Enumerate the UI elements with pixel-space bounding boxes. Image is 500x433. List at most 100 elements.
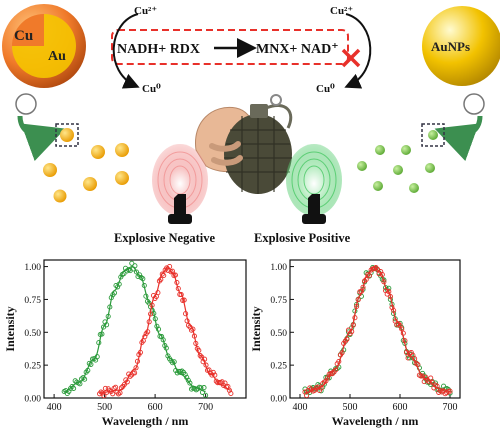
x-tick-label: 400 [293, 402, 308, 413]
x-tick-label: 600 [393, 402, 408, 413]
series-0 [61, 260, 209, 398]
data-point [447, 388, 453, 394]
data-point [71, 385, 77, 391]
red-finger-pointer-icon [174, 194, 186, 218]
data-point [201, 385, 207, 391]
data-point [210, 369, 216, 375]
data-point [110, 391, 116, 397]
left-zoom-dot-icon [60, 128, 74, 142]
data-point [80, 375, 86, 381]
y-tick-label: 0.50 [24, 329, 41, 339]
data-point [202, 356, 208, 362]
data-point [305, 387, 311, 394]
y-tick-label: 0.25 [270, 362, 287, 372]
data-point [140, 276, 146, 282]
left-zoom-box [55, 123, 79, 147]
right-copper-cycle-arrow [344, 13, 372, 89]
data-point [143, 293, 149, 299]
data-point [399, 326, 405, 332]
data-point [101, 393, 107, 399]
grenade-in-hand-icon [195, 94, 293, 194]
reaction-dashed-box [111, 29, 349, 65]
data-point [88, 361, 94, 367]
data-point [412, 356, 418, 362]
data-point [116, 281, 122, 287]
data-point [363, 276, 369, 283]
data-point [318, 385, 324, 391]
data-point [124, 379, 130, 385]
x-tick-label: 700 [198, 402, 213, 413]
x-tick-label: 700 [443, 402, 458, 413]
data-point [172, 272, 178, 278]
data-point [366, 272, 372, 279]
y-tick-label: 1.00 [270, 263, 287, 273]
chart-explosive-negative-spectra: 400 500 600 700 0.00 0.25 0.50 0.75 1.00 Waveleng… [3, 259, 247, 428]
data-point [152, 316, 158, 322]
data-point [193, 340, 199, 346]
data-point [198, 385, 204, 391]
x-tick-label: 400 [47, 402, 62, 413]
data-point [191, 333, 197, 339]
data-point [176, 368, 182, 374]
x-axis-label: Wavelength / nm [332, 414, 419, 428]
data-point [181, 297, 187, 303]
data-point [200, 359, 206, 365]
y-axis-label: Intensity [249, 306, 263, 351]
data-point [350, 322, 356, 328]
y-tick-label: 0.50 [270, 329, 287, 339]
data-point [121, 271, 127, 277]
right-zoom-dot-icon [428, 130, 438, 140]
right-sensor-unit [421, 93, 485, 162]
y-tick-label: 1.00 [24, 263, 41, 273]
aunps-sphere-icon [422, 6, 500, 86]
data-point [403, 349, 410, 355]
right-probe-bead-icon [463, 93, 485, 115]
data-point [344, 336, 350, 342]
data-point [405, 355, 411, 361]
data-point [142, 334, 148, 340]
data-point [117, 390, 123, 396]
green-dot-icon [393, 165, 403, 175]
data-point [203, 392, 209, 398]
plot-frame [289, 259, 461, 399]
data-point [415, 361, 421, 368]
green-dot-icon [401, 145, 411, 155]
data-point [107, 304, 113, 310]
data-point [171, 359, 177, 365]
data-point [428, 375, 434, 381]
cu2-right-label: Cu²⁺ [330, 5, 353, 17]
data-point [159, 271, 165, 277]
data-point [82, 376, 88, 382]
data-point [436, 389, 442, 395]
cu2-left-label: Cu²⁺ [134, 5, 157, 17]
data-point [151, 310, 157, 316]
data-point [175, 285, 181, 292]
data-point [420, 373, 426, 379]
data-point [429, 379, 435, 386]
data-point [162, 343, 168, 349]
data-point [163, 345, 169, 351]
explosive-negative-label: Explosive Negative [114, 231, 215, 245]
data-point [160, 337, 166, 343]
green-dot-icon [409, 183, 419, 193]
data-point [329, 371, 335, 377]
cu0-right-label: Cu⁰ [316, 83, 335, 95]
x-tick-label: 500 [343, 402, 358, 413]
yellow-dot-icon [115, 143, 129, 157]
data-point [304, 392, 310, 399]
red-fingerprint-icon [152, 144, 208, 224]
x-axis-label: Wavelength / nm [102, 414, 189, 428]
data-point [349, 329, 355, 335]
data-point [122, 265, 129, 271]
aunps-label: AuNPs [431, 39, 470, 54]
y-axis-label: Intensity [3, 306, 17, 351]
yellow-dot-icon [43, 163, 57, 177]
y-tick-label: 0.00 [24, 395, 41, 405]
reaction-reactants: NADH+ RDX [117, 42, 200, 57]
data-point [169, 268, 176, 274]
data-point [199, 389, 206, 395]
data-point [386, 289, 392, 295]
data-point [132, 263, 138, 269]
data-point [63, 388, 69, 394]
